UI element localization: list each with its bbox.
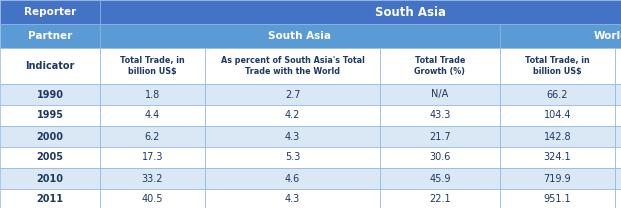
Text: Partner: Partner [28, 31, 72, 41]
Bar [380, 84, 500, 105]
Text: 324.1: 324.1 [544, 152, 571, 162]
Bar [380, 105, 500, 126]
Bar [0, 84, 100, 105]
Text: 4.6: 4.6 [285, 173, 300, 183]
Text: 45.9: 45.9 [429, 173, 451, 183]
Bar [500, 48, 615, 84]
Text: 66.2: 66.2 [546, 89, 568, 99]
Text: 2005: 2005 [37, 152, 63, 162]
Bar [380, 189, 500, 208]
Bar [615, 105, 621, 126]
Bar [380, 48, 500, 84]
Bar [615, 84, 621, 105]
Bar [380, 126, 500, 147]
Bar [500, 168, 615, 189]
Bar [0, 105, 100, 126]
Bar [500, 126, 615, 147]
Bar [205, 126, 380, 147]
Text: 22.1: 22.1 [429, 194, 451, 204]
Text: 2.7: 2.7 [285, 89, 300, 99]
Bar [615, 168, 621, 189]
Text: 2010: 2010 [37, 173, 63, 183]
Bar [0, 126, 100, 147]
Text: 21.7: 21.7 [429, 131, 451, 141]
Text: 30.6: 30.6 [429, 152, 451, 162]
Text: World: World [593, 31, 621, 41]
Text: Total Trade, in
billion US$: Total Trade, in billion US$ [120, 56, 185, 76]
Bar [0, 24, 100, 48]
Bar [0, 189, 100, 208]
Text: 719.9: 719.9 [544, 173, 571, 183]
Text: 4.3: 4.3 [285, 131, 300, 141]
Text: 142.8: 142.8 [544, 131, 571, 141]
Text: South Asia: South Asia [375, 5, 446, 19]
Text: Reporter: Reporter [24, 7, 76, 17]
Bar [205, 147, 380, 168]
Text: 4.4: 4.4 [145, 110, 160, 120]
Bar [615, 48, 621, 84]
Bar [100, 126, 205, 147]
Text: Total Trade
Growth (%): Total Trade Growth (%) [414, 56, 466, 76]
Text: 1990: 1990 [37, 89, 63, 99]
Bar [205, 48, 380, 84]
Bar [0, 168, 100, 189]
Text: 5.3: 5.3 [285, 152, 300, 162]
Bar [100, 0, 621, 24]
Text: 40.5: 40.5 [142, 194, 163, 204]
Text: 1995: 1995 [37, 110, 63, 120]
Bar [380, 168, 500, 189]
Bar [0, 147, 100, 168]
Bar [100, 147, 205, 168]
Text: 4.2: 4.2 [285, 110, 300, 120]
Bar [205, 189, 380, 208]
Bar [615, 147, 621, 168]
Bar [205, 105, 380, 126]
Text: Indicator: Indicator [25, 61, 75, 71]
Text: 6.2: 6.2 [145, 131, 160, 141]
Text: 1.8: 1.8 [145, 89, 160, 99]
Text: 33.2: 33.2 [142, 173, 163, 183]
Bar [100, 168, 205, 189]
Text: N/A: N/A [432, 89, 448, 99]
Bar [500, 189, 615, 208]
Bar [100, 84, 205, 105]
Text: 2000: 2000 [37, 131, 63, 141]
Bar [205, 84, 380, 105]
Text: 17.3: 17.3 [142, 152, 163, 162]
Bar [0, 48, 100, 84]
Text: 104.4: 104.4 [544, 110, 571, 120]
Text: 951.1: 951.1 [544, 194, 571, 204]
Bar [100, 189, 205, 208]
Text: Total Trade, in
billion US$: Total Trade, in billion US$ [525, 56, 590, 76]
Text: South Asia: South Asia [268, 31, 332, 41]
Text: As percent of South Asia's Total
Trade with the World: As percent of South Asia's Total Trade w… [220, 56, 365, 76]
Text: 2011: 2011 [37, 194, 63, 204]
Bar [100, 105, 205, 126]
Bar [500, 105, 615, 126]
Bar [100, 24, 500, 48]
Bar [100, 48, 205, 84]
Text: 43.3: 43.3 [429, 110, 451, 120]
Bar [500, 84, 615, 105]
Bar [615, 126, 621, 147]
Bar [615, 189, 621, 208]
Text: 4.3: 4.3 [285, 194, 300, 204]
Bar [500, 147, 615, 168]
Bar [500, 24, 621, 48]
Bar [205, 168, 380, 189]
Bar [380, 147, 500, 168]
Bar [0, 0, 100, 24]
